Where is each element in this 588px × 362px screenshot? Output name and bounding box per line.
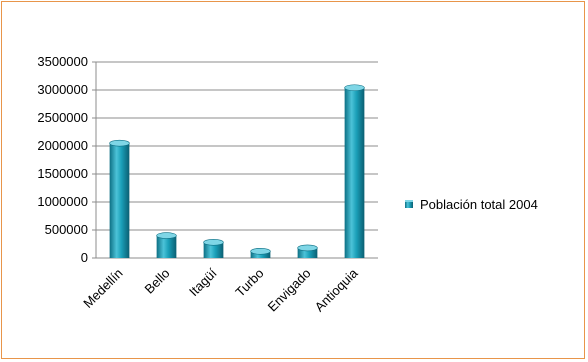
bar-2 xyxy=(203,239,224,258)
y-tick-label: 1500000 xyxy=(37,166,88,181)
x-category-label: Itagüí xyxy=(186,265,220,299)
x-category-label: Turbo xyxy=(232,266,266,300)
y-tick-label: 500000 xyxy=(45,222,88,237)
bar-0 xyxy=(109,139,130,258)
y-tick-label: 3000000 xyxy=(37,82,88,97)
y-tick-label: 1000000 xyxy=(37,194,88,209)
bars xyxy=(109,84,365,258)
x-category-label: Antioquia xyxy=(312,265,361,314)
x-axis-category-labels: Medellín Bello Itagüí TurboEnvigadoAntioqui… xyxy=(80,265,361,314)
x-category-label: Envigado xyxy=(265,266,314,315)
bar-1 xyxy=(156,232,177,258)
legend-swatch xyxy=(405,200,413,208)
y-tick-label: 2000000 xyxy=(37,138,88,153)
bar-3 xyxy=(250,247,271,258)
legend-label: Población total 2004 xyxy=(420,197,538,212)
y-tick-label: 0 xyxy=(81,250,88,265)
bar-4 xyxy=(297,244,318,258)
gridlines xyxy=(92,61,378,259)
bar-5 xyxy=(344,84,365,258)
y-tick-label: 3500000 xyxy=(37,54,88,69)
x-category-label: Bello xyxy=(142,266,173,297)
x-category-label: Medellín xyxy=(80,266,125,311)
y-tick-label: 2500000 xyxy=(37,110,88,125)
legend: Población total 2004 xyxy=(405,197,538,212)
y-axis-tick-labels: 0 500000 1000000 1500000 2000000 2500000 30000… xyxy=(37,54,88,265)
